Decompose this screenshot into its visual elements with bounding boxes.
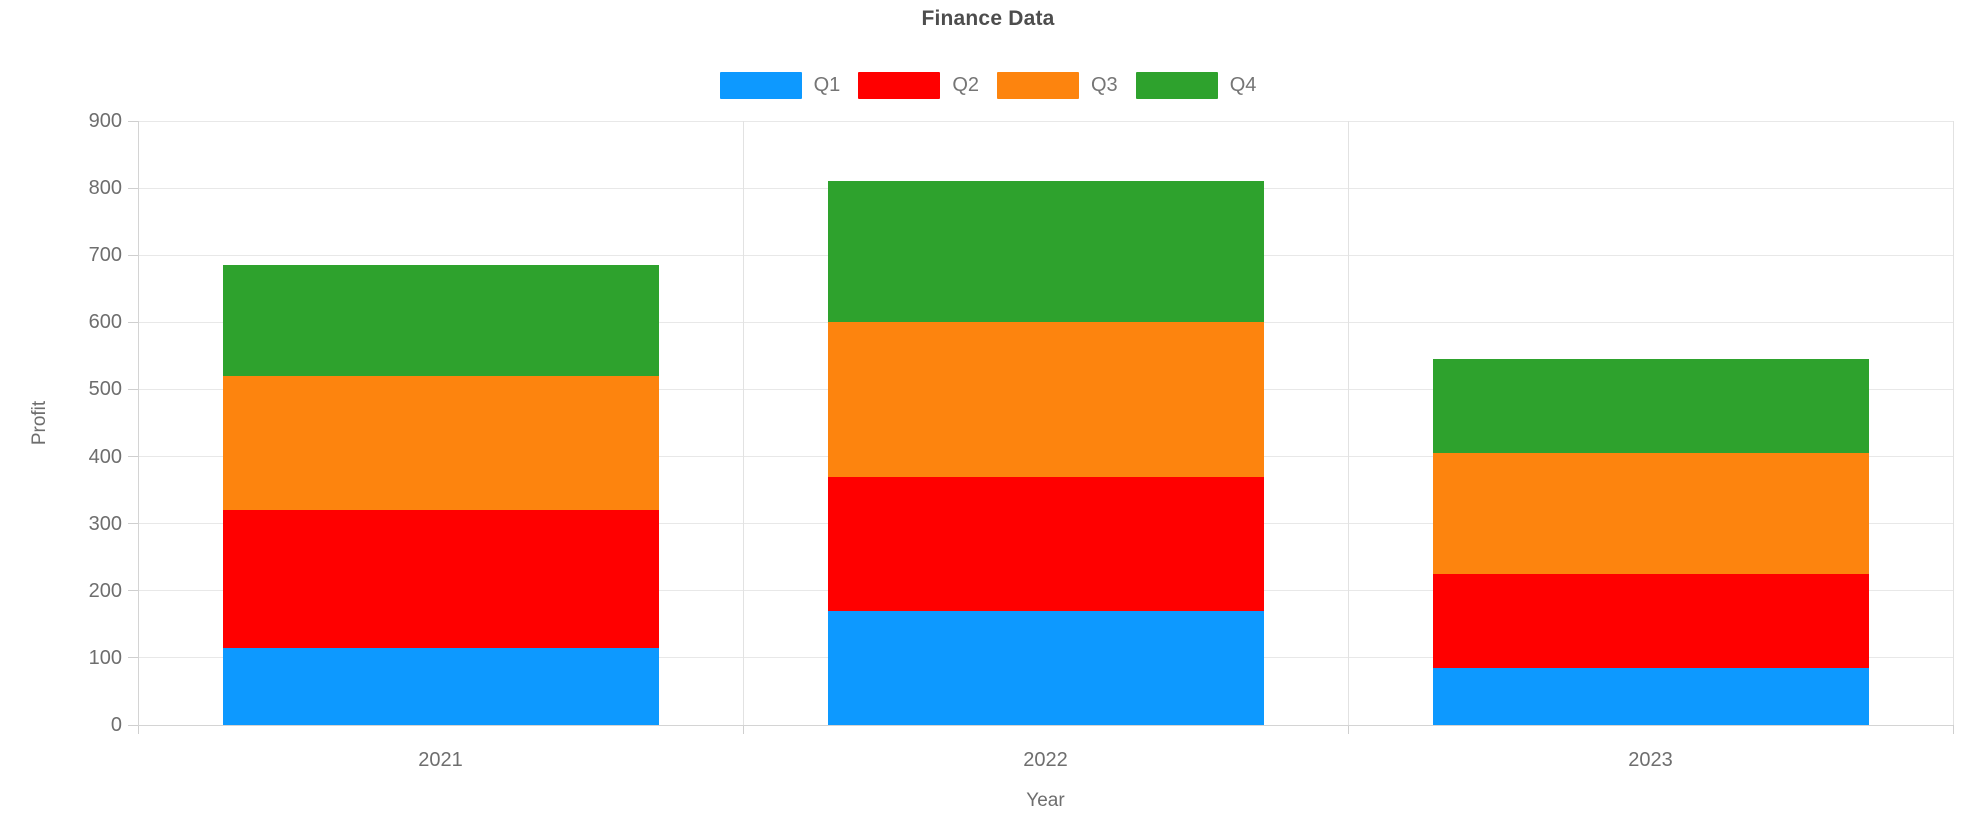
- y-tick-label-800: 800: [88, 177, 122, 200]
- y-axis-line: [137, 121, 139, 725]
- bar-2023-q2[interactable]: [1432, 574, 1869, 668]
- bar-2021-q3[interactable]: [222, 376, 659, 511]
- bar-2023-q3[interactable]: [1432, 453, 1869, 574]
- legend-label: Q1: [813, 74, 841, 96]
- y-tick-label-300: 300: [88, 512, 122, 535]
- chart-title: Finance Data: [921, 7, 1055, 30]
- legend-swatch-icon: [858, 72, 941, 99]
- y-axis-tick: [128, 388, 138, 390]
- legend-label: Q4: [1229, 74, 1257, 96]
- legend: Q1 Q2 Q3 Q4: [0, 72, 1976, 99]
- legend-item-q4[interactable]: Q4: [1135, 72, 1257, 99]
- y-tick-label-400: 400: [88, 445, 122, 468]
- y-axis-tick: [128, 120, 138, 122]
- x-axis-line: [138, 724, 1953, 726]
- bar-2022-q2[interactable]: [827, 476, 1264, 611]
- y-tick-label-500: 500: [88, 378, 122, 401]
- x-axis-tick: [137, 725, 139, 734]
- y-axis-tick: [128, 187, 138, 189]
- y-axis-tick: [128, 523, 138, 525]
- legend-swatch-icon: [719, 72, 802, 99]
- gridline-x-1: [742, 121, 744, 725]
- x-tick-label-2021: 2021: [418, 749, 463, 771]
- x-tick-label-2023: 2023: [1628, 749, 1673, 771]
- gridline-x-2: [1347, 121, 1349, 725]
- bar-2021-q1[interactable]: [222, 647, 659, 725]
- y-tick-label-0: 0: [110, 714, 122, 736]
- legend-item-q1[interactable]: Q1: [719, 72, 841, 99]
- bar-2021-q4[interactable]: [222, 265, 659, 376]
- y-tick-label-100: 100: [88, 646, 122, 669]
- bar-2022-q4[interactable]: [827, 181, 1264, 323]
- x-tick-label-2022: 2022: [1023, 749, 1068, 771]
- bar-2023-q1[interactable]: [1432, 667, 1869, 725]
- y-tick-label-700: 700: [88, 244, 122, 267]
- y-tick-label-600: 600: [88, 311, 122, 334]
- y-axis-tick: [128, 321, 138, 323]
- bar-2022-q1[interactable]: [827, 610, 1264, 725]
- legend-swatch-icon: [1135, 72, 1218, 99]
- legend-swatch-icon: [997, 72, 1079, 99]
- gridline-y-900: [138, 120, 1953, 122]
- y-axis-tick: [128, 254, 138, 256]
- y-axis-tick: [128, 657, 138, 659]
- x-axis-title: Year: [1026, 790, 1065, 811]
- y-axis-tick: [128, 456, 138, 458]
- y-axis-tick: [128, 590, 138, 592]
- bar-2021-q2[interactable]: [222, 510, 659, 648]
- y-axis-tick: [128, 724, 138, 726]
- x-axis-tick: [742, 725, 744, 734]
- y-tick-label-900: 900: [88, 110, 122, 132]
- x-axis-tick: [1347, 725, 1349, 734]
- bar-2023-q4[interactable]: [1432, 359, 1869, 454]
- legend-label: Q3: [1091, 74, 1118, 96]
- x-axis-tick: [1952, 725, 1954, 734]
- bar-2022-q3[interactable]: [827, 322, 1264, 477]
- y-tick-label-200: 200: [88, 579, 122, 602]
- y-axis-title: Profit: [29, 400, 50, 446]
- legend-label: Q2: [952, 74, 979, 96]
- legend-item-q3[interactable]: Q3: [997, 72, 1118, 99]
- legend-item-q2[interactable]: Q2: [858, 72, 979, 99]
- gridline-x-3: [1952, 121, 1954, 725]
